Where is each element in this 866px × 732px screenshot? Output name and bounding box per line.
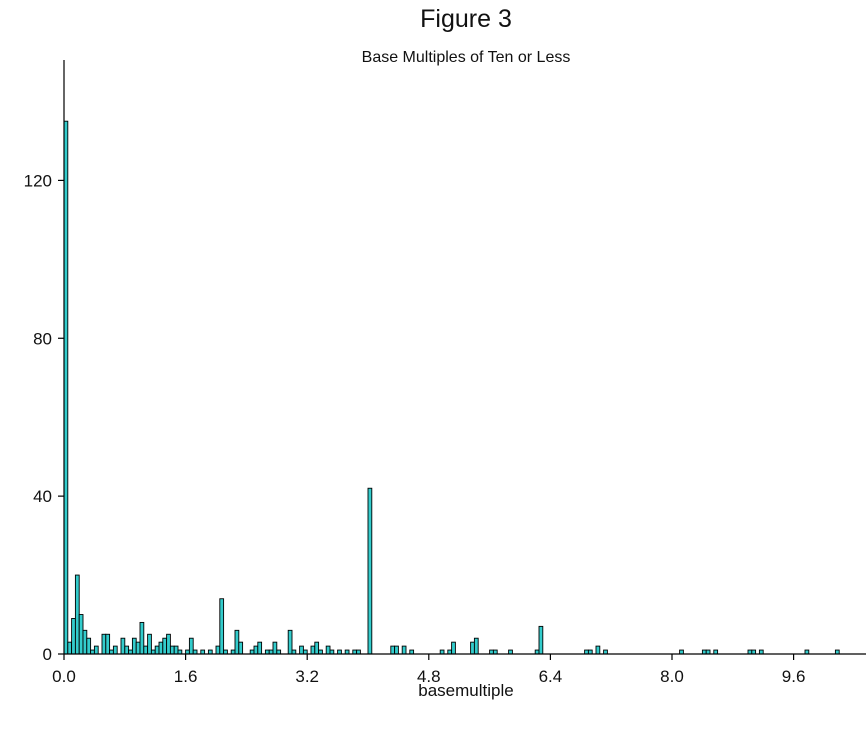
histogram-bar	[394, 645, 399, 655]
histogram-bar	[595, 645, 601, 655]
histogram-bar	[131, 637, 137, 655]
x-tick-label: 8.0	[660, 667, 684, 686]
histogram-bar	[473, 637, 479, 655]
x-tick-label: 9.6	[782, 667, 806, 686]
x-tick-label: 1.6	[174, 667, 198, 686]
histogram-bar	[154, 645, 160, 655]
histogram-bar	[215, 645, 221, 655]
x-axis-ticks: 0.0 1.6 3.2 4.8 6.4 8.0 9.6	[52, 654, 805, 686]
histogram-bar	[390, 645, 396, 655]
histogram-bar	[112, 645, 118, 655]
histogram-bar	[238, 641, 244, 655]
x-tick-label: 4.8	[417, 667, 441, 686]
histogram-bar	[71, 618, 76, 655]
chart-title: Figure 3	[420, 5, 512, 33]
histogram-bars	[63, 120, 840, 655]
y-axis-ticks: 0 40 80 120	[24, 171, 64, 664]
histogram-bar	[314, 641, 320, 655]
y-tick-label: 80	[33, 329, 52, 348]
histogram-bar	[538, 625, 544, 655]
histogram-bar	[169, 645, 175, 655]
histogram-bar	[401, 645, 407, 655]
histogram-bar	[173, 645, 179, 655]
histogram-bar	[158, 641, 164, 655]
histogram-bar	[67, 641, 73, 655]
histogram-bar	[367, 487, 373, 655]
x-tick-label: 6.4	[539, 667, 563, 686]
histogram-bar	[188, 637, 194, 655]
histogram-bar	[234, 629, 240, 655]
histogram-bar	[253, 645, 259, 655]
histogram-bar	[93, 645, 99, 655]
histogram-bar	[139, 621, 145, 655]
histogram-bar	[82, 629, 88, 655]
histogram-bar	[143, 645, 149, 655]
x-tick-label: 3.2	[295, 667, 319, 686]
histogram-bar	[166, 633, 171, 655]
y-tick-label: 120	[24, 171, 52, 190]
histogram-bar	[124, 645, 130, 655]
histogram-bar	[120, 637, 126, 655]
histogram-bar	[310, 645, 316, 655]
histogram-bar	[299, 645, 304, 655]
x-tick-label: 0.0	[52, 667, 76, 686]
x-axis-label: basemultiple	[418, 681, 513, 700]
histogram-bar	[287, 629, 293, 655]
histogram-bar	[325, 645, 331, 655]
y-tick-label: 0	[43, 645, 52, 664]
histogram-bar	[451, 641, 456, 655]
histogram-bar	[257, 641, 263, 655]
chart-subtitle: Base Multiples of Ten or Less	[362, 49, 571, 66]
histogram-bar	[272, 641, 278, 655]
histogram-bar	[135, 641, 141, 655]
histogram-bar	[101, 633, 107, 655]
histogram-bar	[470, 641, 475, 655]
histogram-bar	[86, 637, 92, 655]
histogram-bar	[74, 574, 80, 655]
histogram-bar	[78, 614, 84, 655]
y-tick-label: 40	[33, 487, 52, 506]
histogram-bar	[105, 633, 111, 655]
histogram-bar	[147, 633, 152, 655]
histogram-bar	[162, 637, 168, 655]
histogram-bar	[219, 598, 225, 655]
